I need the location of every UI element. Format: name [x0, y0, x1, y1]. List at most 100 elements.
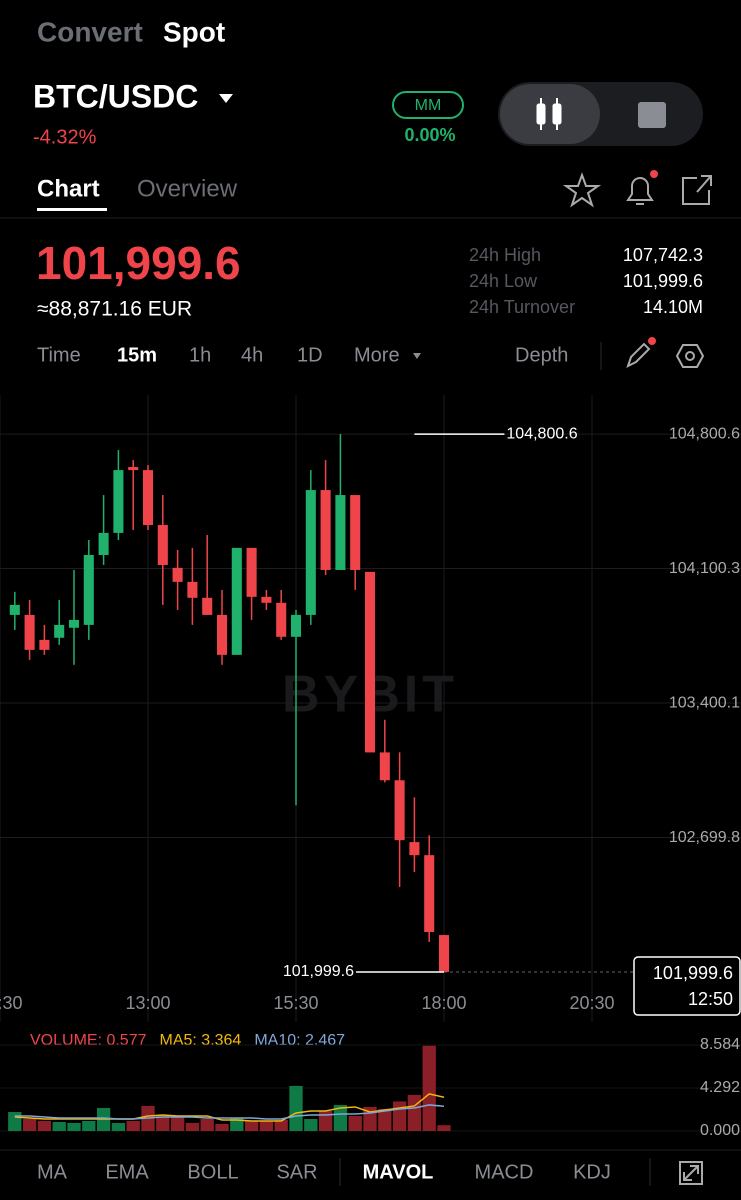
mm-value: 0.00%	[404, 125, 455, 145]
interval[interactable]: 4h	[241, 344, 263, 366]
interval[interactable]: More	[354, 344, 400, 366]
volume-bar	[215, 1123, 229, 1131]
indicator-tab[interactable]: SAR	[276, 1161, 317, 1183]
candle-body	[231, 547, 242, 655]
candle-body	[83, 554, 94, 625]
indicator-tab[interactable]: KDJ	[573, 1161, 611, 1183]
volume-tick-label: 8.584	[700, 1036, 740, 1053]
indicator-tab[interactable]: EMA	[105, 1161, 149, 1183]
tab-convert[interactable]: Convert	[37, 16, 143, 47]
volume-bar	[392, 1101, 407, 1131]
indicator-tab[interactable]: MA	[37, 1161, 68, 1183]
y-tick-label: 104,100.3	[669, 560, 740, 577]
fullscreen-icon[interactable]	[679, 1161, 703, 1185]
candle-body	[54, 624, 65, 638]
star-icon[interactable]	[562, 172, 602, 208]
candle-body	[424, 855, 435, 932]
volume-bar	[437, 1125, 451, 1131]
stat-label: 24h Turnover	[469, 297, 575, 317]
chart: BYBIT10:3013:0015:3018:0020:30104,800.61…	[0, 395, 741, 1139]
stat-value: 14.10M	[643, 297, 703, 317]
interval[interactable]: 15m	[117, 344, 157, 366]
volume-bar	[348, 1115, 362, 1131]
candle-body	[9, 604, 20, 615]
candle-body	[438, 935, 450, 973]
pair-dropdown[interactable]	[219, 94, 233, 103]
indicator-tab[interactable]: MAVOL	[363, 1161, 434, 1183]
tab-spot[interactable]: Spot	[163, 16, 225, 47]
volume-bar	[318, 1110, 333, 1131]
candle-body	[128, 467, 139, 471]
interval[interactable]: 1h	[189, 344, 211, 366]
volume-bar	[185, 1122, 200, 1131]
x-tick-label: 10:30	[0, 993, 23, 1013]
interval[interactable]: 1D	[297, 344, 323, 366]
mm-pill[interactable]	[392, 91, 464, 119]
candle-body	[290, 614, 302, 637]
candle-body	[261, 596, 272, 603]
interval[interactable]: Time	[37, 344, 81, 366]
ma-line	[14, 1104, 445, 1120]
candle-body	[246, 547, 257, 597]
indicator-tab[interactable]: BOLL	[187, 1161, 238, 1183]
stat-label: 24h Low	[469, 271, 538, 291]
volume-bar	[422, 1045, 436, 1131]
x-tick-label: 13:00	[125, 993, 170, 1013]
volume-bar	[259, 1120, 274, 1131]
volume-tick-label: 4.292	[700, 1079, 740, 1096]
candle-body	[320, 490, 331, 570]
candle-body	[394, 780, 405, 841]
volume-bar	[82, 1120, 96, 1131]
volume-bar	[52, 1121, 66, 1131]
candle-body	[39, 639, 50, 650]
candle-icon	[536, 98, 562, 130]
toggle-chart[interactable]	[500, 84, 600, 144]
volume-bar	[37, 1120, 52, 1131]
fiat-price: ≈88,871.16 EUR	[37, 298, 192, 321]
volume-bar	[230, 1117, 244, 1131]
last-price-label: 101,999.6	[653, 963, 733, 983]
stat-value: 101,999.6	[623, 271, 703, 291]
volume-bar	[378, 1108, 392, 1131]
candle-body	[157, 525, 168, 565]
bell-icon[interactable]	[626, 177, 654, 205]
mm[interactable]: MM	[415, 97, 442, 114]
candle-body	[142, 470, 154, 526]
settings-icon[interactable]	[675, 344, 705, 368]
share-icon[interactable]	[682, 175, 712, 205]
volume-legend: VOLUME: 0.577	[30, 1032, 147, 1049]
candle-body	[172, 567, 183, 582]
pencil-dot	[648, 337, 656, 345]
volume-bar	[244, 1120, 259, 1131]
x-tick-label: 20:30	[569, 993, 614, 1013]
volume-bar	[126, 1120, 140, 1131]
volume-bar	[111, 1122, 126, 1131]
pencil-icon[interactable]	[626, 342, 651, 368]
extreme-label: 104,800.6	[506, 425, 577, 442]
volume-bar	[289, 1085, 303, 1131]
nav-chart[interactable]: Chart	[37, 175, 100, 202]
bell-dot	[650, 170, 658, 178]
candle-body	[216, 614, 228, 655]
candle-body	[68, 619, 80, 628]
book-icon[interactable]	[638, 102, 666, 128]
indicator-tab[interactable]: MACD	[475, 1161, 534, 1183]
candle-body	[409, 842, 420, 856]
last-price-time: 12:50	[688, 989, 733, 1009]
x-tick-label: 15:30	[273, 993, 318, 1013]
pair[interactable]: BTC/USDC	[33, 78, 198, 114]
candle-body	[113, 470, 124, 533]
extreme-label: 101,999.6	[283, 963, 354, 980]
more-arrow	[413, 353, 421, 359]
nav-underline	[37, 208, 107, 211]
y-tick-label: 103,400.1	[669, 694, 740, 711]
y-tick-label: 104,800.6	[669, 425, 740, 442]
indicator-bar: MA EMA BOLL SAR MAVOL MACD KDJ	[37, 1161, 611, 1183]
volume-bar	[8, 1111, 22, 1131]
depth[interactable]: Depth	[515, 344, 568, 366]
x-tick-label: 18:00	[421, 993, 466, 1013]
candle-body	[305, 490, 316, 615]
nav-overview[interactable]: Overview	[137, 175, 238, 202]
volume-tick-label: 0.000	[700, 1122, 740, 1139]
